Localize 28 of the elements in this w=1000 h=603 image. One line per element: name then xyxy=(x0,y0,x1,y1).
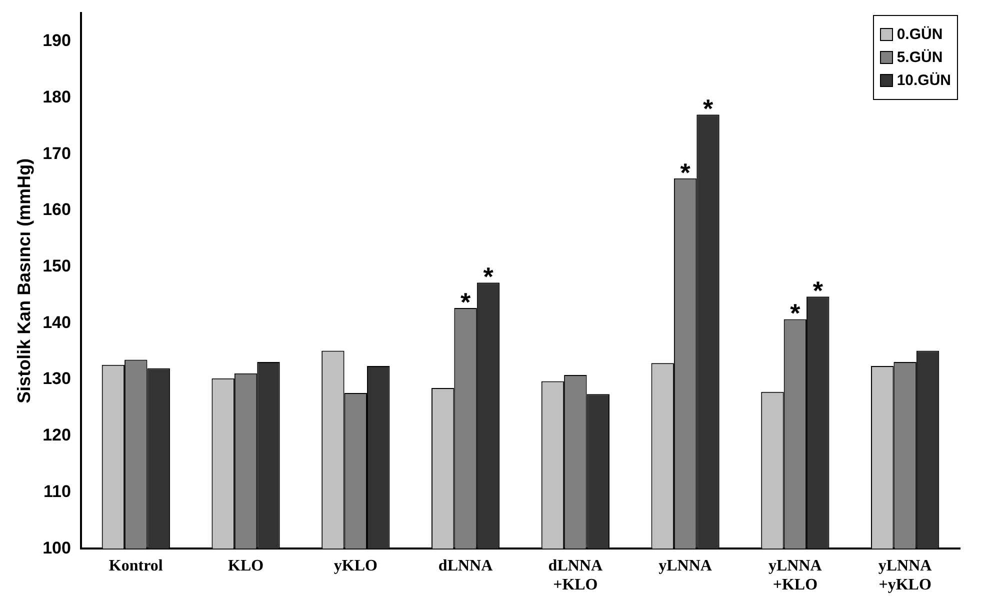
x-tick-label: yLNNA +KLO xyxy=(768,557,822,594)
y-tick-label: 120 xyxy=(42,426,71,445)
y-tick-label: 180 xyxy=(42,87,71,106)
data-label: * xyxy=(790,298,802,328)
y-tick-label: 130 xyxy=(42,369,71,388)
x-tick-label: KLO xyxy=(228,557,264,574)
data-label: * xyxy=(702,94,714,124)
y-tick-label: 190 xyxy=(42,31,71,50)
x-tick-label: dLNNA +KLO xyxy=(548,557,603,594)
x-tick-label: yKLO xyxy=(334,557,378,574)
y-tick-label: 100 xyxy=(42,538,71,558)
data-label: * xyxy=(460,286,472,317)
legend-label: 10.GÜN xyxy=(896,72,951,90)
y-tick-label: 170 xyxy=(42,144,71,163)
x-tick-label: yLNNA xyxy=(658,557,712,574)
x-tick-label: Kontrol xyxy=(108,557,164,574)
legend-label: 5.GÜN xyxy=(896,49,944,66)
y-axis-title: Sistolik Kan Basıncı (mmHg) xyxy=(14,158,34,404)
data-label: * xyxy=(812,276,824,306)
y-tick-label: 110 xyxy=(44,482,71,501)
y-tick-label: 160 xyxy=(42,200,71,220)
x-tick-label: yLNNA +yKLO xyxy=(878,557,932,594)
y-tick-label: 150 xyxy=(42,256,71,276)
x-tick-label: dLNNA xyxy=(438,557,494,574)
data-label: * xyxy=(680,157,692,188)
legend-label: 0.GÜN xyxy=(896,26,944,44)
y-tick-label: 140 xyxy=(42,312,71,332)
data-label: * xyxy=(483,262,494,292)
